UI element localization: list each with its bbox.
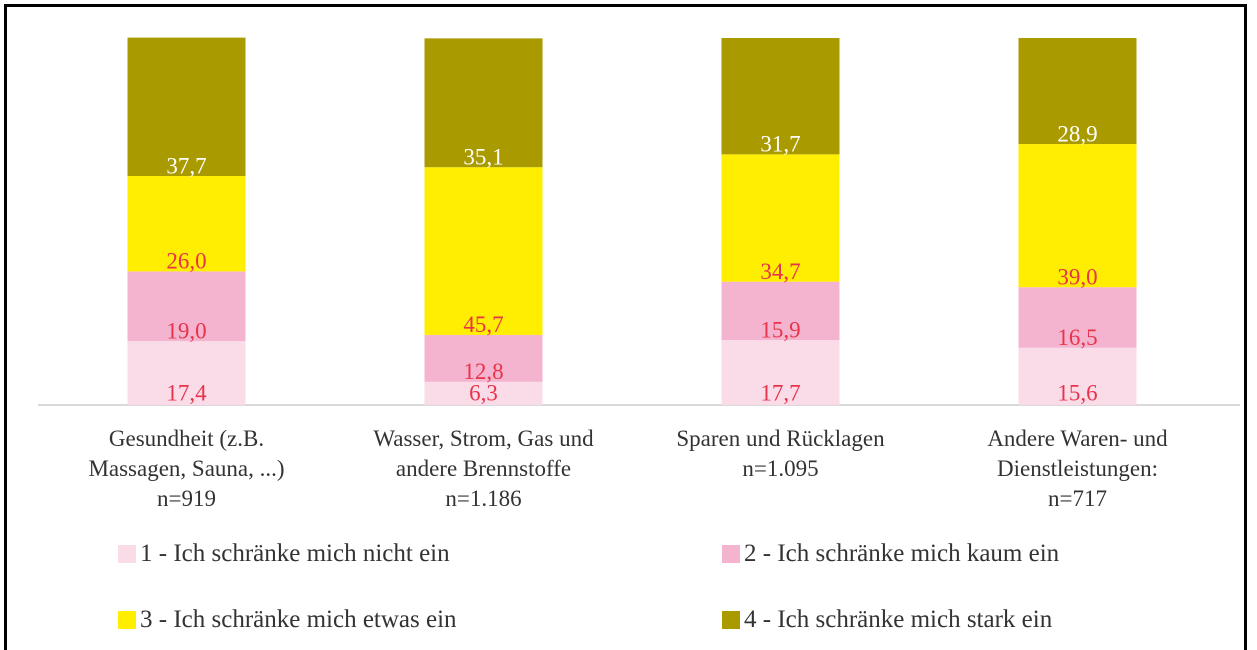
bar-segment: [721, 38, 840, 155]
legend-item: 4 - Ich schränke mich stark ein: [722, 606, 1052, 634]
bar-segment: [127, 341, 246, 405]
legend-swatch: [722, 611, 740, 629]
bar-segment: [424, 381, 543, 405]
value-label: 31,7: [760, 132, 800, 157]
bar-segment: [424, 334, 543, 382]
value-label: 39,0: [1057, 264, 1097, 289]
bar-segment: [721, 340, 840, 405]
value-label: 15,9: [760, 317, 800, 342]
bar-segment: [424, 38, 543, 168]
value-label: 45,7: [463, 312, 503, 337]
category-label: Sparen und Rücklagen n=1.095: [676, 426, 885, 481]
legend-label: 2 - Ich schränke mich kaum ein: [744, 540, 1060, 567]
category-label: Andere Waren- und Dienstleistungen: n=71…: [987, 426, 1168, 511]
bar-segment: [721, 154, 840, 282]
value-label: 12,8: [463, 359, 503, 384]
bar-segment: [127, 175, 246, 272]
category-label: Wasser, Strom, Gas und andere Brennstoff…: [373, 426, 594, 511]
legend-label: 1 - Ich schränke mich nicht ein: [140, 540, 450, 567]
value-label: 28,9: [1057, 121, 1097, 146]
category-label: Gesundheit (z.B. Massagen, Sauna, ...) n…: [88, 426, 285, 511]
legend-label: 3 - Ich schränke mich etwas ein: [140, 606, 457, 633]
bar-segment: [1018, 287, 1137, 348]
value-label: 37,7: [166, 153, 206, 178]
value-label: 19,0: [166, 318, 206, 343]
bar-segment: [127, 37, 246, 176]
bar-segment: [127, 271, 246, 342]
frame: [4, 4, 1247, 650]
legend-item: 1 - Ich schränke mich nicht ein: [118, 540, 450, 568]
value-label: 15,6: [1057, 380, 1097, 405]
bar-segment: [424, 167, 543, 335]
value-label: 17,4: [166, 380, 207, 405]
legend-swatch: [118, 545, 136, 563]
value-label: 6,3: [469, 381, 498, 406]
bar-segment: [1018, 38, 1137, 145]
legend-item: 2 - Ich schränke mich kaum ein: [722, 540, 1059, 568]
value-label: 35,1: [463, 144, 503, 169]
bar-segment: [1018, 144, 1137, 288]
legend-swatch: [118, 611, 136, 629]
value-label: 16,5: [1057, 325, 1097, 350]
bar-segment: [721, 281, 840, 341]
value-label: 34,7: [760, 259, 800, 284]
legend-item: 3 - Ich schränke mich etwas ein: [118, 606, 457, 634]
bar-segment: [1018, 347, 1137, 405]
value-label: 26,0: [166, 249, 206, 274]
value-label: 17,7: [760, 380, 800, 405]
legend-label: 4 - Ich schränke mich stark ein: [744, 606, 1053, 633]
legend-swatch: [722, 545, 740, 563]
